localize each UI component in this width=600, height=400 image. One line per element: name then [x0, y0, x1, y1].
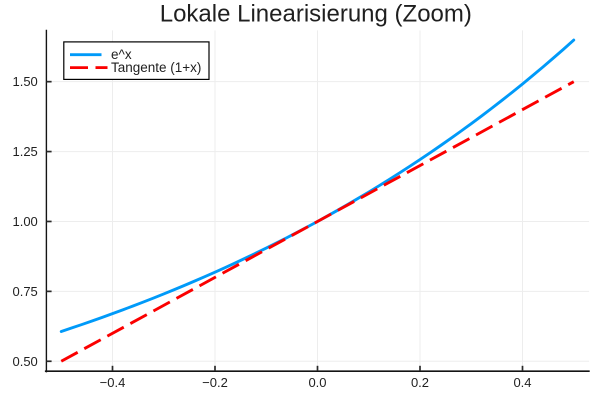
svg-text:e^x: e^x	[111, 47, 132, 62]
svg-text:0.75: 0.75	[12, 284, 37, 299]
svg-text:Tangente (1+x): Tangente (1+x)	[111, 60, 201, 75]
svg-text:0.2: 0.2	[411, 375, 429, 390]
svg-text:−0.4: −0.4	[100, 375, 126, 390]
svg-text:0.4: 0.4	[513, 375, 531, 390]
svg-text:Lokale Linearisierung (Zoom): Lokale Linearisierung (Zoom)	[160, 1, 472, 28]
svg-text:1.50: 1.50	[12, 74, 37, 89]
svg-text:0.0: 0.0	[308, 375, 326, 390]
svg-text:1.25: 1.25	[12, 144, 37, 159]
svg-text:1.00: 1.00	[12, 214, 37, 229]
svg-text:0.50: 0.50	[12, 354, 37, 369]
svg-text:−0.2: −0.2	[202, 375, 228, 390]
